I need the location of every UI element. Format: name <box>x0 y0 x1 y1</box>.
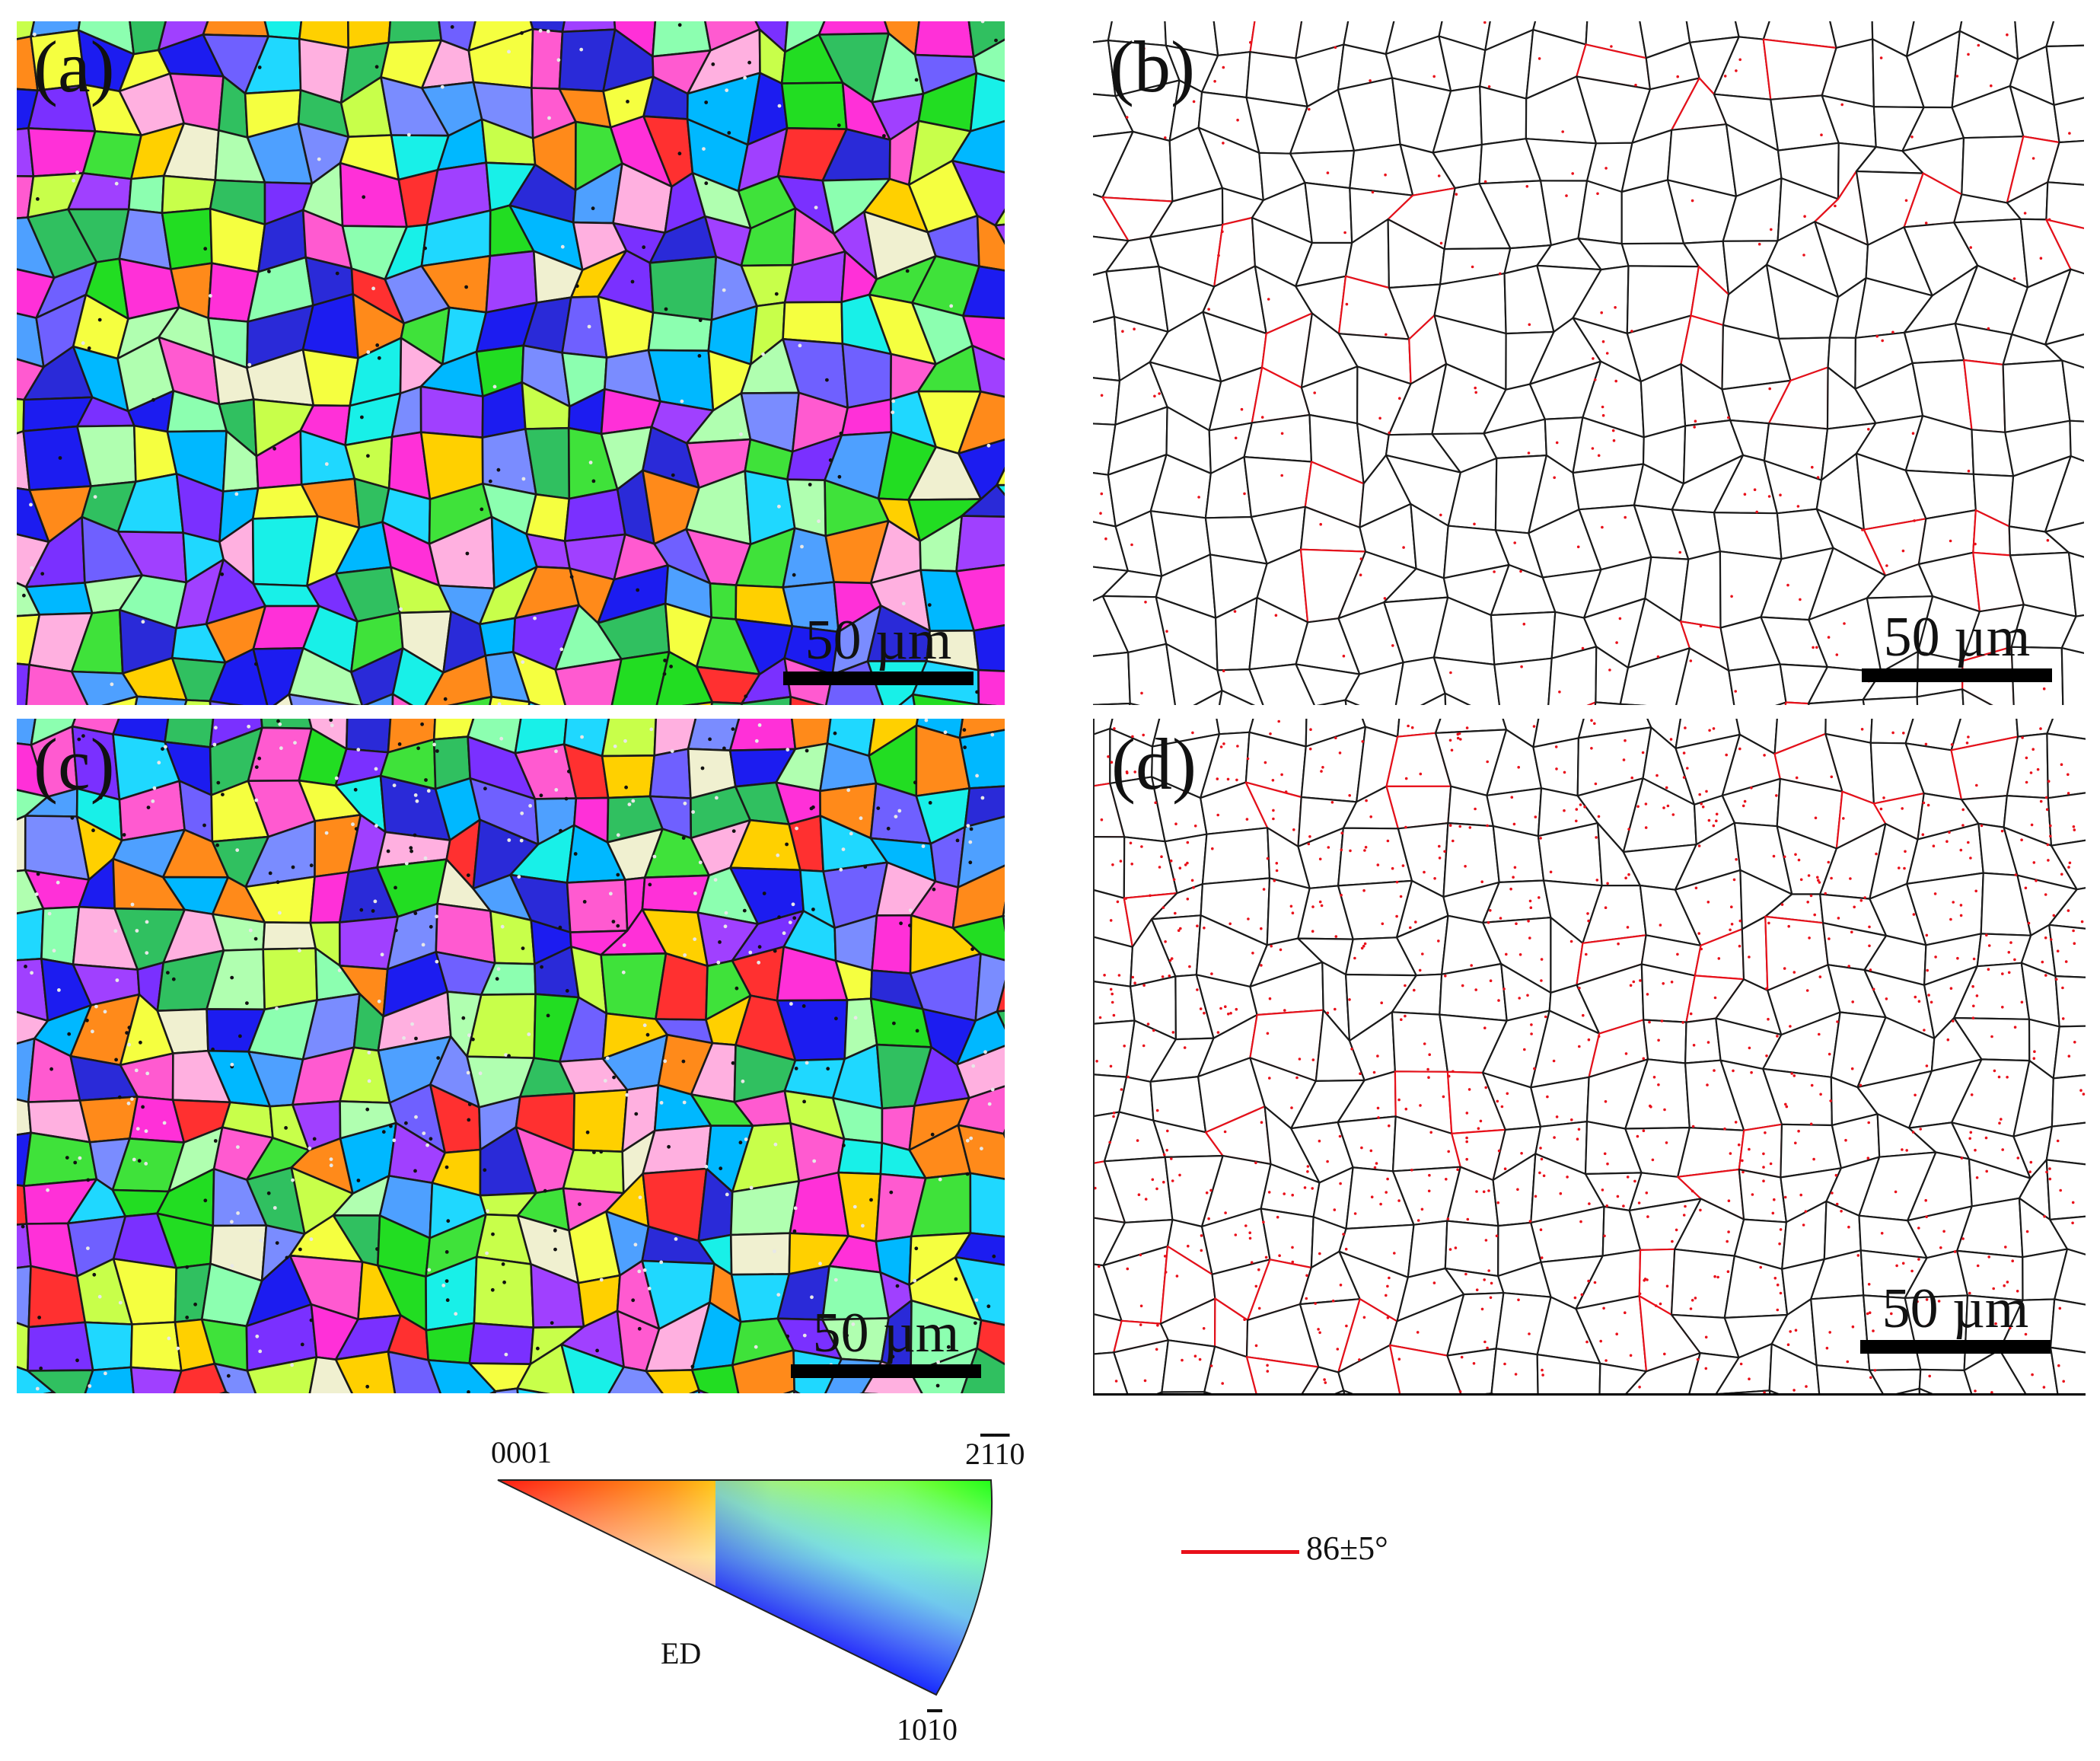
scale-bar-b: 50 µm <box>1862 609 2052 682</box>
legend-corner-2110: 2110 <box>965 1437 1025 1471</box>
ipf-map-panel-a: (a) 50 µm <box>17 21 1005 705</box>
legend-label-86deg: 86±5° <box>1306 1530 1388 1567</box>
scale-bar-c: 50 µm <box>791 1305 981 1378</box>
scale-bar-d: 50 µm <box>1860 1281 2051 1354</box>
scale-bar-label-b: 50 µm <box>1883 606 2031 668</box>
panel-label-b: (b) <box>1110 26 1195 107</box>
scale-bar-line-d <box>1860 1340 2051 1354</box>
panel-label-c: (c) <box>33 723 115 805</box>
legend-center-label: ED <box>661 1636 702 1670</box>
panel-label-a: (a) <box>33 26 115 107</box>
ipf-map-panel-c: (c) 50 µm <box>17 719 1005 1393</box>
scale-bar-label-c: 50 µm <box>812 1302 960 1364</box>
scale-bar-line-a <box>783 672 974 685</box>
legend-corner-1010: 1010 <box>897 1712 958 1747</box>
scale-bar-line-c <box>791 1364 981 1378</box>
boundary-map-panel-b: (b) 50 µm <box>1093 21 2084 705</box>
grain-map-c <box>17 719 1005 1393</box>
scale-bar-label-a: 50 µm <box>805 609 952 672</box>
ipf-color-triangle <box>497 1479 993 1696</box>
scale-bar-label-d: 50 µm <box>1882 1278 2029 1340</box>
legend-corner-0001: 0001 <box>491 1435 552 1469</box>
boundary-map-panel-d: (d) 50 µm <box>1093 719 2086 1396</box>
boundary-map-d <box>1095 719 2086 1393</box>
scale-bar-line-b <box>1862 668 2052 682</box>
grain-map-a <box>17 21 1005 705</box>
boundary-map-b <box>1093 21 2084 705</box>
legend-line-86deg <box>1181 1550 1299 1554</box>
scale-bar-a: 50 µm <box>783 612 974 685</box>
panel-label-d: (d) <box>1111 723 1197 805</box>
